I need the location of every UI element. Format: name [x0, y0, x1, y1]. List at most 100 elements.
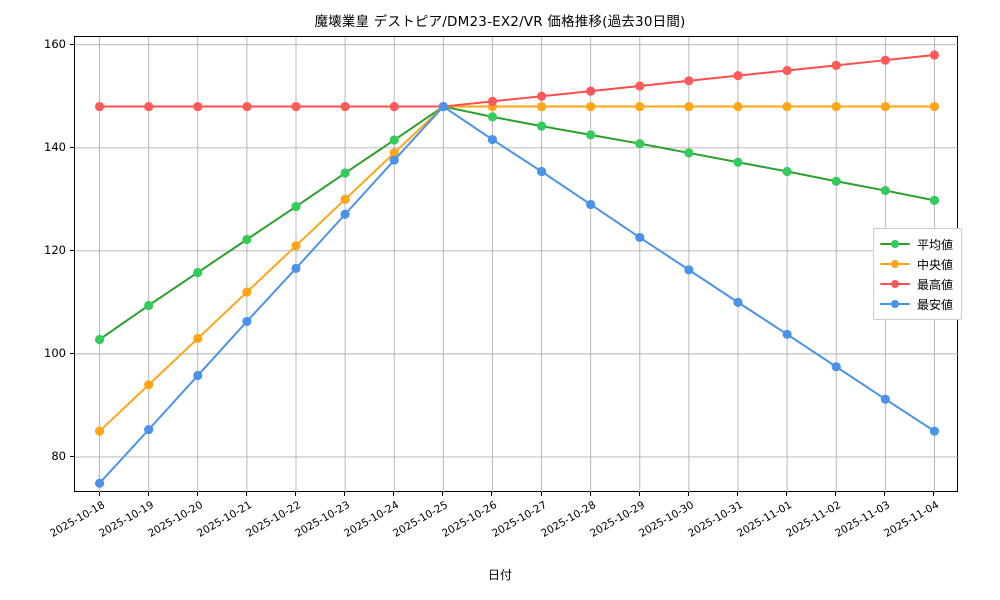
- data-point: [144, 300, 154, 311]
- data-point: [291, 201, 301, 212]
- data-point: [929, 101, 940, 112]
- data-point: [880, 55, 890, 65]
- data-point: [880, 185, 890, 196]
- legend-item-1[interactable]: 中央値: [880, 254, 953, 274]
- data-point: [536, 121, 547, 131]
- data-point: [733, 157, 743, 167]
- y-tick-mark: [70, 455, 74, 457]
- data-point: [586, 101, 596, 112]
- data-point: [782, 65, 792, 76]
- x-tick-mark: [245, 492, 247, 496]
- data-point: [782, 166, 792, 177]
- data-point: [586, 130, 596, 140]
- data-point: [340, 168, 350, 178]
- legend-label: 最安値: [917, 297, 954, 312]
- data-point: [389, 148, 399, 158]
- x-tick-mark: [196, 492, 198, 496]
- data-point: [880, 394, 890, 404]
- x-axis-label: 日付: [487, 568, 512, 582]
- y-tick-label: 140: [44, 139, 66, 154]
- data-point: [733, 71, 743, 81]
- legend-item-3[interactable]: 最安値: [880, 294, 953, 314]
- data-point: [782, 101, 792, 112]
- legend-marker-icon: [880, 298, 910, 310]
- y-tick-label: 120: [44, 242, 66, 257]
- data-point: [929, 426, 940, 436]
- data-point: [487, 96, 498, 107]
- data-point: [94, 101, 105, 112]
- x-tick-mark: [147, 492, 149, 496]
- data-point: [242, 234, 252, 245]
- y-tick-mark: [70, 146, 74, 148]
- data-point: [536, 91, 547, 101]
- x-tick-mark: [589, 492, 591, 496]
- data-point: [144, 101, 154, 112]
- data-point: [438, 101, 448, 112]
- data-point: [831, 101, 841, 112]
- data-point: [586, 199, 596, 210]
- series-line-2: [98, 54, 936, 108]
- data-point: [586, 86, 596, 96]
- data-point: [242, 287, 252, 297]
- x-tick-mark: [295, 492, 296, 496]
- data-point: [193, 333, 203, 344]
- data-point: [389, 101, 399, 112]
- data-point: [487, 112, 498, 122]
- data-point: [193, 101, 203, 112]
- y-tick-label: 80: [51, 448, 66, 463]
- legend-marker-icon: [880, 258, 910, 270]
- data-point: [536, 166, 547, 177]
- data-point: [831, 176, 841, 186]
- data-point: [733, 101, 743, 112]
- x-tick-mark: [491, 492, 493, 496]
- data-point: [635, 101, 645, 112]
- legend-item-0[interactable]: 平均値: [880, 234, 953, 254]
- data-point: [929, 50, 940, 60]
- y-tick-label: 160: [44, 36, 66, 51]
- chart-title: 魔壊業皇 デストピア/DM23-EX2/VR 価格推移(過去30日間): [314, 14, 686, 30]
- data-point: [733, 297, 743, 307]
- y-tick-mark: [70, 249, 74, 251]
- x-tick-mark: [540, 492, 542, 496]
- data-point: [831, 60, 841, 70]
- chart-legend: 平均値中央値最高値最安値: [873, 228, 963, 320]
- data-point: [193, 370, 203, 381]
- legend-label: 平均値: [917, 237, 954, 252]
- x-tick-mark: [98, 492, 100, 496]
- data-series-layer: [94, 50, 940, 488]
- data-point: [340, 194, 350, 204]
- grid-lines: [75, 37, 959, 493]
- data-point: [929, 195, 940, 205]
- data-point: [635, 81, 645, 91]
- x-tick-mark: [344, 492, 346, 496]
- data-point: [536, 101, 547, 112]
- data-point: [684, 101, 694, 112]
- data-point: [831, 362, 841, 372]
- data-point: [487, 134, 498, 145]
- data-point: [193, 267, 203, 278]
- series-line-1: [98, 105, 936, 433]
- legend-marker-icon: [880, 238, 910, 250]
- data-point: [684, 148, 694, 158]
- x-tick-mark: [786, 492, 788, 496]
- data-point: [291, 263, 301, 273]
- data-point: [242, 101, 252, 112]
- data-point: [684, 76, 694, 86]
- x-tick-mark: [835, 492, 837, 496]
- data-point: [94, 478, 105, 488]
- series-line-0: [98, 105, 936, 341]
- data-point: [94, 426, 105, 436]
- y-tick-mark: [70, 352, 74, 354]
- x-tick-mark: [737, 492, 738, 496]
- y-tick-mark: [70, 43, 74, 45]
- legend-label: 最高値: [917, 277, 954, 292]
- data-point: [291, 241, 301, 251]
- legend-label: 中央値: [917, 257, 954, 272]
- data-point: [94, 334, 105, 345]
- legend-item-2[interactable]: 最高値: [880, 274, 953, 294]
- data-point: [340, 101, 350, 112]
- data-point: [389, 135, 399, 145]
- plot-area: [74, 36, 959, 493]
- data-point: [340, 209, 350, 219]
